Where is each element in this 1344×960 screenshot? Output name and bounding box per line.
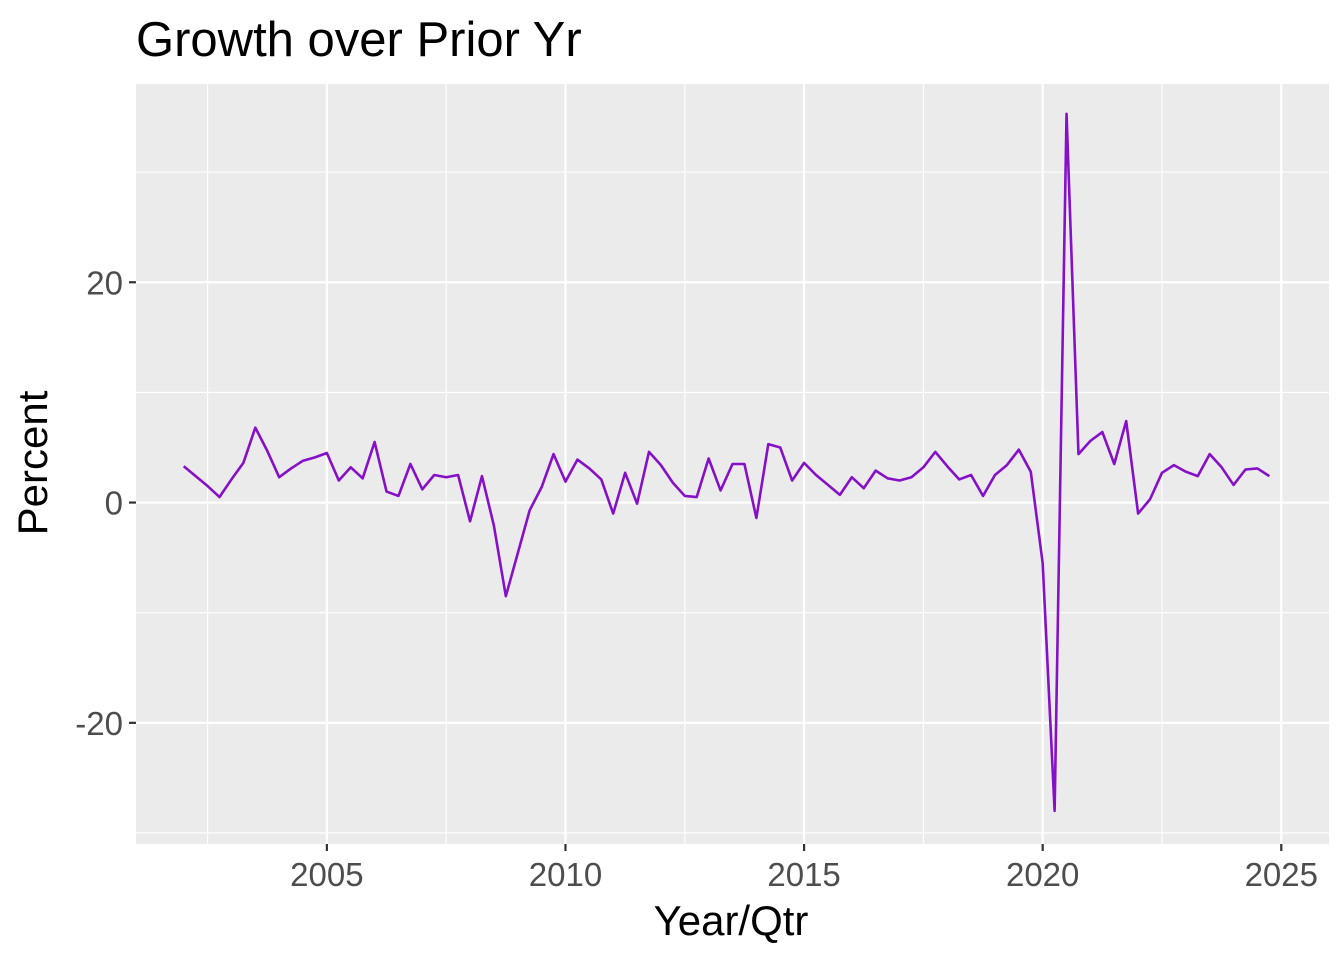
chart-title: Growth over Prior Yr — [136, 13, 582, 67]
y-tick-label: -20 — [75, 705, 123, 742]
x-tick-label: 2005 — [290, 856, 363, 893]
x-axis: 2005 2010 2015 2020 2025 — [290, 844, 1318, 893]
x-tick-label: 2025 — [1245, 856, 1318, 893]
x-tick-label: 2015 — [767, 856, 840, 893]
y-axis-title: Percent — [9, 390, 56, 535]
major-gridlines — [136, 84, 1329, 844]
x-tick-label: 2010 — [529, 856, 602, 893]
y-tick-label: 0 — [105, 485, 123, 522]
y-axis: -20 0 20 — [75, 264, 136, 742]
minor-gridlines — [136, 84, 1329, 844]
x-axis-title: Year/Qtr — [654, 897, 809, 944]
series-layer — [182, 112, 1271, 813]
y-tick-label: 20 — [86, 264, 123, 301]
x-tick-label: 2020 — [1006, 856, 1079, 893]
series-line — [182, 112, 1271, 813]
